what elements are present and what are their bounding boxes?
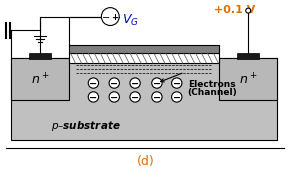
Bar [29,53,51,59]
Circle shape [109,92,119,102]
Text: (Channel): (Channel) [188,89,237,98]
Circle shape [130,92,140,102]
Bar [11,58,69,100]
Text: −: − [131,79,139,89]
Bar [220,58,277,100]
Text: −: − [110,79,118,89]
Circle shape [172,78,182,88]
Circle shape [88,78,99,88]
Text: −: − [89,79,98,89]
Text: −: − [153,79,161,89]
Text: $p$–substrate: $p$–substrate [51,119,120,133]
Circle shape [88,92,99,102]
Text: $n^+$: $n^+$ [31,72,49,88]
Text: +: + [111,13,118,22]
Text: $V_G$: $V_G$ [122,13,139,28]
Text: $n^+$: $n^+$ [239,72,258,88]
Bar [69,53,220,63]
Text: −: − [131,92,139,102]
Text: −: − [110,92,118,102]
Circle shape [172,92,182,102]
Text: (d): (d) [137,155,155,168]
Text: −: − [89,92,98,102]
Circle shape [109,78,119,88]
Circle shape [152,78,162,88]
Bar [69,45,220,53]
Text: −: − [173,79,181,89]
Text: Electrons: Electrons [188,80,235,89]
Text: −: − [102,13,110,23]
Text: +0.1 V: +0.1 V [215,5,256,15]
Circle shape [101,8,119,25]
Text: −: − [153,92,161,102]
Circle shape [130,78,140,88]
Circle shape [246,8,251,13]
Bar [11,58,277,140]
Circle shape [152,92,162,102]
Text: −: − [173,92,181,102]
Bar [237,53,259,59]
